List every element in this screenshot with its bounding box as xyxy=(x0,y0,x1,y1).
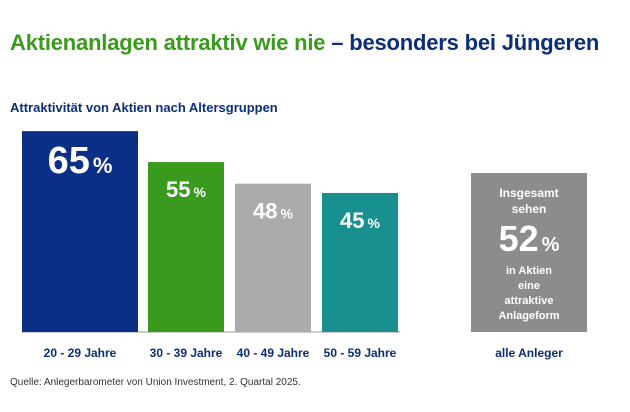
total-text-bottom-1: in Aktien xyxy=(506,265,552,277)
total-text-top-1: Insgesamt xyxy=(499,186,558,200)
bar-4 xyxy=(322,192,398,332)
data-label-3: 48% xyxy=(253,199,293,224)
category-label-2: 30 - 39 Jahre xyxy=(150,346,223,360)
data-label-2: 55% xyxy=(166,177,206,202)
category-label-3: 40 - 49 Jahre xyxy=(237,346,310,360)
title-part-2: – besonders bei Jüngeren xyxy=(331,30,600,55)
title-part-1: Aktienanlagen attraktiv wie nie xyxy=(10,30,326,55)
data-label-4: 45% xyxy=(340,208,380,233)
chart-title: Aktienanlagen attraktiv wie nie – besond… xyxy=(10,30,599,56)
category-label-1: 20 - 29 Jahre xyxy=(44,346,117,360)
total-value-label: 52% xyxy=(499,218,560,259)
total-box xyxy=(471,173,587,332)
data-label-1: 65% xyxy=(48,140,113,182)
chart-subtitle: Attraktivität von Aktien nach Altersgrup… xyxy=(10,100,278,115)
total-text-top-2: sehen xyxy=(512,202,547,216)
bar-1 xyxy=(22,131,138,332)
total-text-bottom-2: eine xyxy=(518,280,540,292)
bar-3 xyxy=(235,183,311,332)
category-label-4: 50 - 59 Jahre xyxy=(324,346,397,360)
total-text-bottom-4: Anlageform xyxy=(498,310,559,322)
category-label-total: alle Anleger xyxy=(495,346,563,360)
source-note: Quelle: Anlegerbarometer von Union Inves… xyxy=(10,377,301,388)
total-text-bottom-3: attraktive xyxy=(505,295,554,307)
bar-2 xyxy=(148,162,224,332)
